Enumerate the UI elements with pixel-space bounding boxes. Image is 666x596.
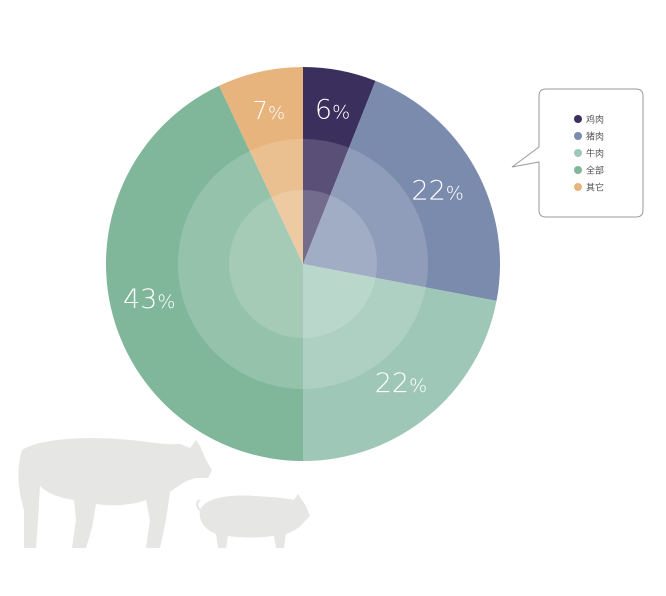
legend-label-4: 全部 bbox=[586, 165, 604, 177]
pie-slices bbox=[105, 67, 500, 461]
inner-ring-overlay bbox=[229, 190, 377, 338]
pie-labels: 6% 22% 22% 43% 7% bbox=[123, 95, 464, 399]
legend-swatch-5 bbox=[574, 183, 582, 191]
pie-slice-5 bbox=[219, 67, 303, 264]
pie-slice-1 bbox=[303, 67, 376, 264]
pie-slice-2 bbox=[303, 80, 500, 301]
slice-label-3: 22% bbox=[375, 368, 427, 399]
pie-slice-3 bbox=[303, 264, 497, 461]
slice-label-1: 6% bbox=[315, 95, 350, 126]
slice-label-2: 22% bbox=[411, 175, 463, 206]
legend-swatch-3 bbox=[574, 149, 582, 157]
legend-swatch-2 bbox=[574, 132, 582, 140]
cow-silhouette bbox=[18, 438, 212, 548]
legend-label-1: 鸡肉 bbox=[586, 114, 604, 126]
legend-swatch-4 bbox=[574, 166, 582, 174]
slice-label-5: 7% bbox=[252, 96, 285, 125]
legend-label-5: 其它 bbox=[586, 182, 604, 194]
legend-label-3: 牛肉 bbox=[586, 148, 604, 160]
pig-silhouette bbox=[196, 494, 310, 548]
pie-slice-4 bbox=[105, 85, 303, 461]
legend-swatch-1 bbox=[574, 115, 582, 123]
outer-ring-overlay bbox=[178, 139, 428, 389]
legend-label-2: 猪肉 bbox=[586, 131, 604, 143]
slice-label-4: 43% bbox=[123, 284, 175, 315]
